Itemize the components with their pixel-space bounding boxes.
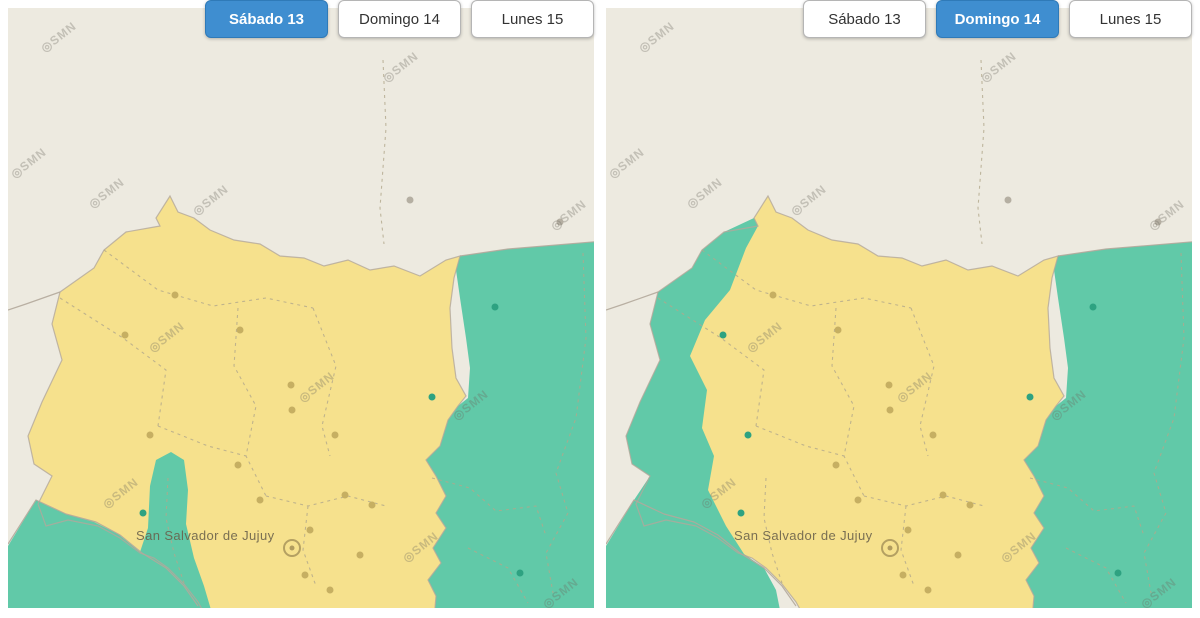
- city-dot: [331, 431, 339, 439]
- city-marker-dot: [887, 545, 893, 551]
- city-dot: [146, 431, 154, 439]
- city-dot: [769, 291, 777, 299]
- city-dot: [406, 196, 414, 204]
- city-dot: [1026, 393, 1034, 401]
- city-dot: [356, 551, 364, 559]
- city-dot: [236, 326, 244, 334]
- city-dot: [924, 586, 932, 594]
- city-dot: [719, 331, 727, 339]
- city-dot: [1154, 218, 1162, 226]
- city-dot: [121, 331, 129, 339]
- city-dot: [899, 571, 907, 579]
- map-saturday[interactable]: [8, 8, 594, 608]
- city-dot: [1114, 569, 1122, 577]
- city-dot: [287, 381, 295, 389]
- city-marker[interactable]: [283, 539, 301, 557]
- city-dot: [885, 381, 893, 389]
- city-dot: [234, 461, 242, 469]
- city-dot: [939, 491, 947, 499]
- city-dot: [139, 509, 147, 517]
- city-dots-layer: [719, 196, 1162, 594]
- city-dot: [744, 431, 752, 439]
- city-dot: [256, 496, 264, 504]
- city-dot: [326, 586, 334, 594]
- day-tabs-left: Sábado 13 Domingo 14 Lunes 15: [205, 0, 594, 38]
- city-dot: [516, 569, 524, 577]
- city-dot: [368, 501, 376, 509]
- city-marker-ring: [881, 539, 899, 557]
- city-dot: [341, 491, 349, 499]
- tab-sabado-13[interactable]: Sábado 13: [803, 0, 926, 38]
- city-dot: [1089, 303, 1097, 311]
- city-dot: [904, 526, 912, 534]
- map-panel-saturday: San Salvador de Jujuy ◎SMN ◎SMN ◎SMN ◎SMN ◎S…: [8, 0, 594, 608]
- city-dot: [288, 406, 296, 414]
- tab-lunes-15[interactable]: Lunes 15: [471, 0, 594, 38]
- city-marker-ring: [283, 539, 301, 557]
- city-dot: [171, 291, 179, 299]
- city-dot: [834, 326, 842, 334]
- city-dot: [886, 406, 894, 414]
- map-panel-sunday: San Salvador de Jujuy ◎SMN ◎SMN ◎SMN ◎SMN ◎S…: [606, 0, 1192, 608]
- map-sunday[interactable]: [606, 8, 1192, 608]
- city-dot: [966, 501, 974, 509]
- city-dot: [301, 571, 309, 579]
- tab-sabado-13[interactable]: Sábado 13: [205, 0, 328, 38]
- tab-domingo-14[interactable]: Domingo 14: [338, 0, 461, 38]
- city-dot: [306, 526, 314, 534]
- city-dot: [832, 461, 840, 469]
- city-marker[interactable]: [881, 539, 899, 557]
- city-dot: [954, 551, 962, 559]
- city-marker-dot: [289, 545, 295, 551]
- city-dot: [1004, 196, 1012, 204]
- tab-domingo-14[interactable]: Domingo 14: [936, 0, 1059, 38]
- city-dot: [556, 218, 564, 226]
- day-tabs-right: Sábado 13 Domingo 14 Lunes 15: [803, 0, 1192, 38]
- city-dot: [428, 393, 436, 401]
- city-dot: [854, 496, 862, 504]
- city-dots-layer: [121, 196, 564, 594]
- city-dot: [929, 431, 937, 439]
- city-dot: [737, 509, 745, 517]
- city-dot: [491, 303, 499, 311]
- tab-lunes-15[interactable]: Lunes 15: [1069, 0, 1192, 38]
